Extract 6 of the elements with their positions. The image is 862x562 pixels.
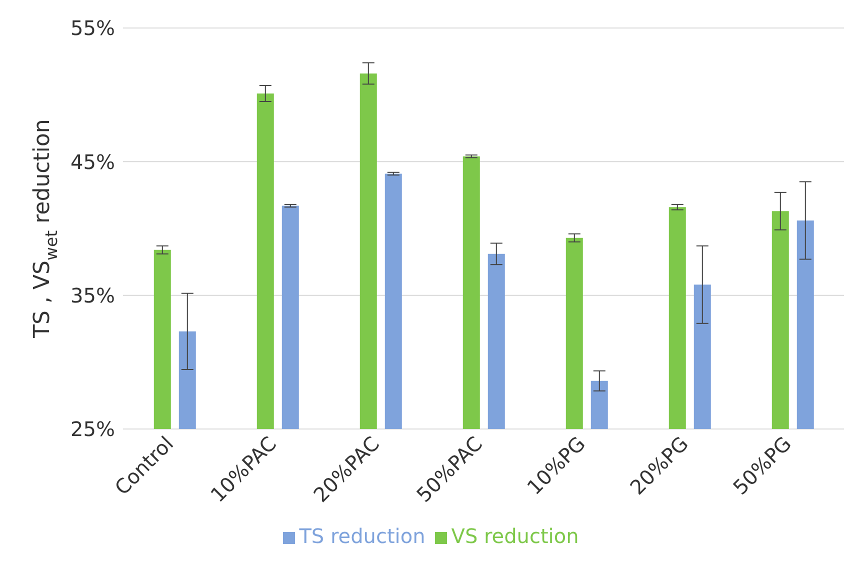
y-tick-label: 45% (70, 150, 115, 174)
y-tick-label: 55% (70, 16, 115, 40)
legend-label: TS reduction (299, 524, 426, 548)
legend-label: VS reduction (451, 524, 579, 548)
y-tick-label: 35% (70, 283, 115, 308)
y-tick-label: 25% (70, 417, 115, 442)
